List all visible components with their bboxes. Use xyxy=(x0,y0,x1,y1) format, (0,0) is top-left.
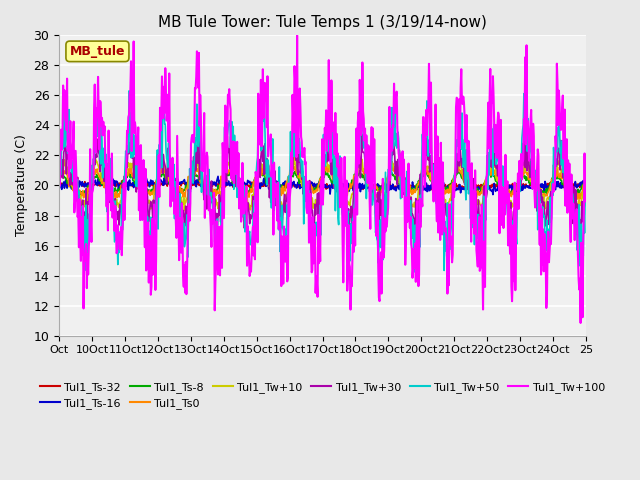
Legend: Tul1_Ts-32, Tul1_Ts-16, Tul1_Ts-8, Tul1_Ts0, Tul1_Tw+10, Tul1_Tw+30, Tul1_Tw+50,: Tul1_Ts-32, Tul1_Ts-16, Tul1_Ts-8, Tul1_… xyxy=(35,377,610,413)
Text: MB_tule: MB_tule xyxy=(70,45,125,58)
Title: MB Tule Tower: Tule Temps 1 (3/19/14-now): MB Tule Tower: Tule Temps 1 (3/19/14-now… xyxy=(158,15,487,30)
Y-axis label: Temperature (C): Temperature (C) xyxy=(15,134,28,237)
